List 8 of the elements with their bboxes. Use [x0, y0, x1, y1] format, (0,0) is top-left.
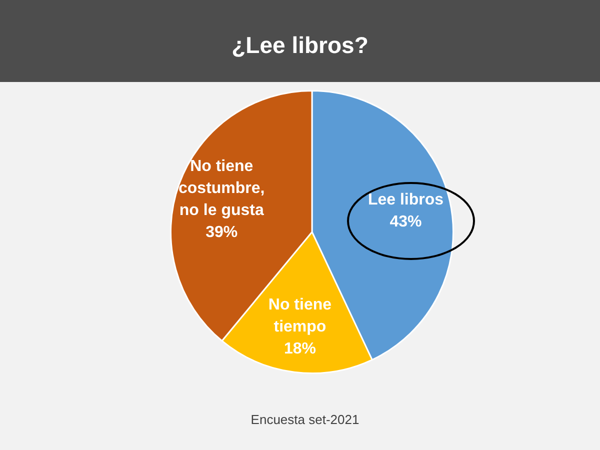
chart-title: ¿Lee libros? — [230, 31, 370, 59]
slice-label: Lee libros — [368, 191, 444, 208]
data-label: 39% — [206, 224, 238, 241]
data-label: 18% — [284, 340, 316, 358]
data-label: 43% — [390, 213, 422, 230]
slice-label: No tiene tiempo — [268, 296, 332, 336]
slice-label: No tiene costumbre, no le gusta — [178, 158, 265, 219]
text: Encuesta set-2021 — [250, 412, 360, 428]
